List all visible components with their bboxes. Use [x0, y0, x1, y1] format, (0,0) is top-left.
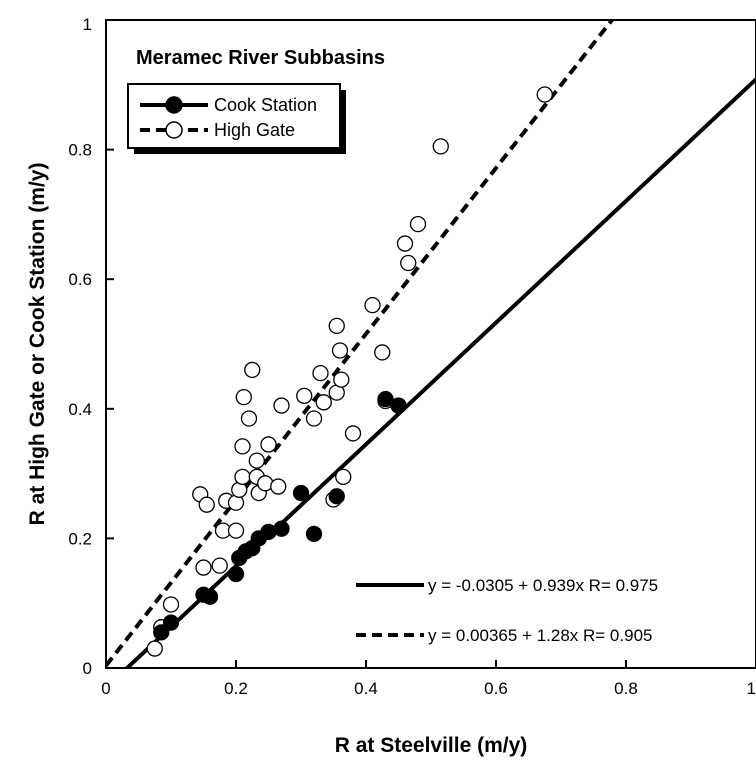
cook-station-point [294, 486, 309, 501]
high-gate-point [334, 372, 349, 387]
y-tick-label: 1 [83, 15, 92, 34]
high-gate-point [365, 298, 380, 313]
high-gate-point [537, 87, 552, 102]
high-gate-point [196, 560, 211, 575]
cook-station-point [229, 567, 244, 582]
high-gate-point [433, 139, 448, 154]
y-tick-label: 0 [83, 659, 92, 678]
high-gate-point [329, 318, 344, 333]
cook-station-point [391, 398, 406, 413]
high-gate-point [261, 437, 276, 452]
x-axis-title: R at Steelville (m/y) [335, 734, 528, 757]
high-gate-point [147, 641, 162, 656]
high-gate-point [411, 217, 426, 232]
cook-station-point [307, 526, 322, 541]
y-tick-label: 0.8 [68, 141, 92, 160]
high-gate-point [199, 497, 214, 512]
high-gate-point [333, 343, 348, 358]
legend-marker-high-gate [166, 122, 182, 138]
high-gate-point [297, 388, 312, 403]
high-gate-point [274, 398, 289, 413]
high-gate-point [235, 439, 250, 454]
x-tick-label: 0.8 [614, 679, 638, 698]
high-gate-point [245, 362, 260, 377]
high-gate-point [242, 411, 257, 426]
y-axis-title: R at High Gate or Cook Station (m/y) [26, 163, 49, 526]
cook-station-point [164, 615, 179, 630]
high-gate-point [375, 345, 390, 360]
high-gate-point [346, 426, 361, 441]
x-tick-label: 0.4 [354, 679, 378, 698]
high-gate-point [236, 390, 251, 405]
high-gate-point [336, 469, 351, 484]
high-gate-point [401, 256, 416, 271]
high-gate-point [271, 479, 286, 494]
y-tick-label: 0.6 [68, 270, 92, 289]
high-gate-point [307, 411, 322, 426]
high-gate-point [249, 453, 264, 468]
x-tick-label: 0.2 [224, 679, 248, 698]
legend-marker-cook-station [166, 97, 182, 113]
high-gate-point [313, 366, 328, 381]
x-tick-label: 0.6 [484, 679, 508, 698]
legend-label-cook-station: Cook Station [214, 95, 317, 115]
y-tick-label: 0.4 [68, 400, 92, 419]
x-tick-label: 0 [101, 679, 110, 698]
cook-station-point [274, 521, 289, 536]
equation-cook-station: y = -0.0305 + 0.939x R= 0.975 [428, 576, 658, 595]
cook-station-point [329, 489, 344, 504]
legend-label-high-gate: High Gate [214, 120, 295, 140]
high-gate-point [235, 469, 250, 484]
high-gate-point [398, 236, 413, 251]
high-gate-point [212, 558, 227, 573]
high-gate-point [316, 395, 331, 410]
equation-high-gate: y = 0.00365 + 1.28x R= 0.905 [428, 626, 652, 645]
x-tick-label: 1 [747, 679, 756, 698]
high-gate-point [164, 597, 179, 612]
chart-title: Meramec River Subbasins [136, 47, 385, 69]
y-tick-label: 0.2 [68, 529, 92, 548]
cook-station-point [203, 589, 218, 604]
equations: y = -0.0305 + 0.939x R= 0.975 y = 0.0036… [356, 576, 658, 645]
high-gate-point [229, 523, 244, 538]
legend: Cook Station High Gate [128, 84, 346, 154]
